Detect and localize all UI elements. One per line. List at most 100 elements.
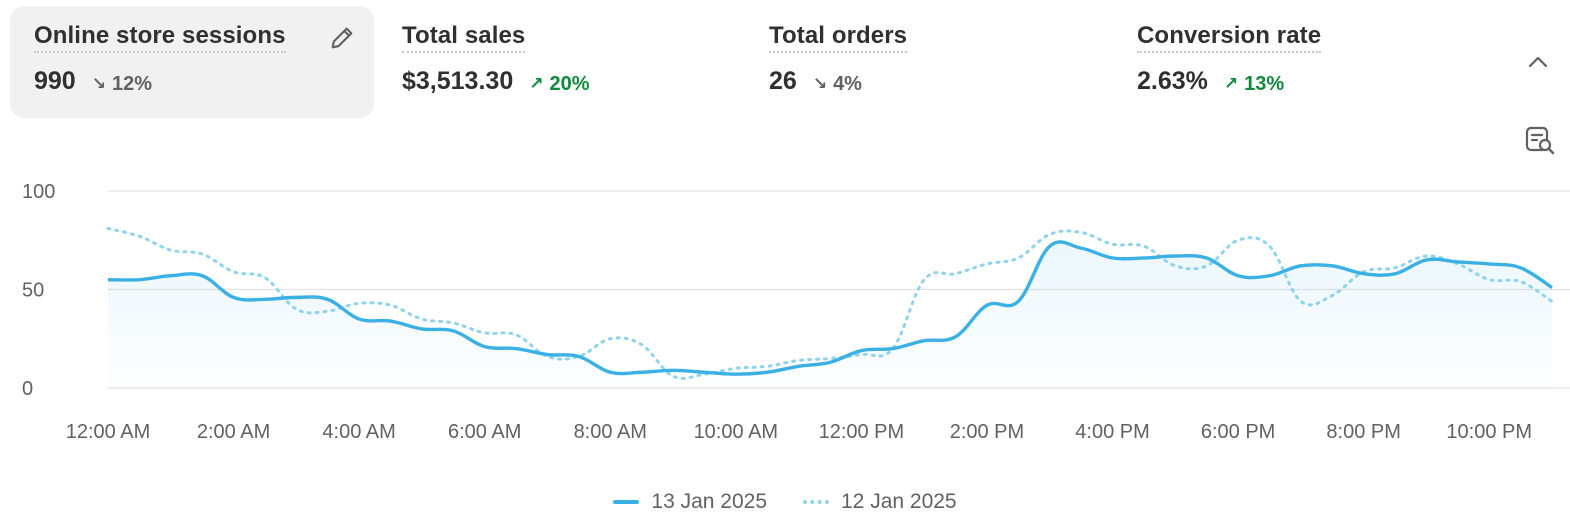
point-13-jan-2025[interactable] [1013,296,1023,306]
point-13-jan-2025[interactable] [605,367,615,377]
metric-card-conversion-rate[interactable]: Conversion rate 2.63% ↗ 13% [1113,6,1477,118]
point-12-jan-2025[interactable] [197,249,207,259]
legend-item-current[interactable]: 13 Jan 2025 [613,490,767,514]
point-12-jan-2025[interactable] [1484,275,1494,285]
point-12-jan-2025[interactable] [1390,263,1400,273]
point-13-jan-2025[interactable] [919,336,929,346]
point-12-jan-2025[interactable] [1421,251,1431,261]
point-13-jan-2025[interactable] [166,271,176,281]
point-13-jan-2025[interactable] [951,332,961,342]
point-12-jan-2025[interactable] [888,344,898,354]
point-13-jan-2025[interactable] [1076,243,1086,253]
point-13-jan-2025[interactable] [1233,271,1243,281]
point-13-jan-2025[interactable] [1327,261,1337,271]
point-12-jan-2025[interactable] [417,314,427,324]
point-12-jan-2025[interactable] [1264,241,1274,251]
metric-delta: ↗ 20% [529,73,589,96]
point-13-jan-2025[interactable] [480,342,490,352]
point-12-jan-2025[interactable] [291,304,301,314]
point-12-jan-2025[interactable] [1139,241,1149,251]
metric-card-total-orders[interactable]: Total orders 26 ↘ 4% [745,6,1109,118]
sessions-chart: 0 50 100 12:00 AM 2:00 AM 4:00 AM 6:00 AM 8:00… [22,181,1570,443]
point-12-jan-2025[interactable] [542,351,552,361]
x-tick-label: 10:00 PM [1446,421,1532,443]
point-12-jan-2025[interactable] [1516,277,1526,287]
point-12-jan-2025[interactable] [762,361,772,371]
point-12-jan-2025[interactable] [354,298,364,308]
explore-data-icon[interactable] [1524,124,1556,156]
point-13-jan-2025[interactable] [1516,263,1526,273]
point-12-jan-2025[interactable] [1327,290,1337,300]
point-12-jan-2025[interactable] [825,353,835,363]
point-12-jan-2025[interactable] [323,306,333,316]
point-12-jan-2025[interactable] [1547,296,1557,306]
point-13-jan-2025[interactable] [1484,259,1494,269]
arrow-up-right-icon: ↗ [1223,74,1239,93]
series-line-13-jan-2025[interactable] [107,240,1553,376]
point-12-jan-2025[interactable] [574,351,584,361]
point-13-jan-2025[interactable] [260,294,270,304]
point-12-jan-2025[interactable] [229,267,239,277]
point-13-jan-2025[interactable] [637,367,647,377]
point-13-jan-2025[interactable] [103,275,113,285]
point-12-jan-2025[interactable] [1202,261,1212,271]
point-12-jan-2025[interactable] [1359,267,1369,277]
point-12-jan-2025[interactable] [480,328,490,338]
point-13-jan-2025[interactable] [982,300,992,310]
point-12-jan-2025[interactable] [134,231,144,241]
point-13-jan-2025[interactable] [511,344,521,354]
metric-label[interactable]: Total sales [402,22,526,53]
point-13-jan-2025[interactable] [1547,283,1557,293]
point-12-jan-2025[interactable] [982,259,992,269]
point-12-jan-2025[interactable] [260,273,270,283]
point-12-jan-2025[interactable] [856,350,866,360]
point-13-jan-2025[interactable] [1045,241,1055,251]
series-line-12-jan-2025[interactable] [106,226,1554,380]
point-13-jan-2025[interactable] [197,271,207,281]
metric-label[interactable]: Online store sessions [34,22,286,53]
point-13-jan-2025[interactable] [1296,261,1306,271]
point-12-jan-2025[interactable] [794,355,804,365]
point-12-jan-2025[interactable] [1108,239,1118,249]
point-13-jan-2025[interactable] [386,316,396,326]
point-13-jan-2025[interactable] [417,324,427,334]
metric-label[interactable]: Conversion rate [1137,22,1322,53]
point-13-jan-2025[interactable] [1170,251,1180,261]
x-tick-label: 4:00 AM [322,421,395,443]
point-12-jan-2025[interactable] [1233,235,1243,245]
point-13-jan-2025[interactable] [1264,271,1274,281]
point-13-jan-2025[interactable] [229,292,239,302]
point-12-jan-2025[interactable] [1045,229,1055,239]
point-12-jan-2025[interactable] [448,318,458,328]
point-12-jan-2025[interactable] [103,223,113,233]
point-12-jan-2025[interactable] [637,340,647,350]
metric-label[interactable]: Total orders [769,22,908,53]
metric-delta-value: 12% [111,72,152,95]
point-12-jan-2025[interactable] [1453,259,1463,269]
point-13-jan-2025[interactable] [1139,253,1149,263]
point-12-jan-2025[interactable] [166,245,176,255]
point-12-jan-2025[interactable] [605,334,615,344]
chevron-up-icon[interactable] [1524,50,1552,74]
point-13-jan-2025[interactable] [354,314,364,324]
point-13-jan-2025[interactable] [1108,253,1118,263]
point-12-jan-2025[interactable] [1170,261,1180,271]
point-12-jan-2025[interactable] [731,363,741,373]
metric-card-sessions[interactable]: Online store sessions 990 ↘ 12% [10,6,374,118]
point-12-jan-2025[interactable] [1296,296,1306,306]
point-12-jan-2025[interactable] [699,369,709,379]
point-12-jan-2025[interactable] [951,269,961,279]
point-12-jan-2025[interactable] [919,275,929,285]
point-12-jan-2025[interactable] [1076,227,1086,237]
point-13-jan-2025[interactable] [291,292,301,302]
x-tick-label: 10:00 AM [694,421,779,443]
pencil-icon[interactable] [328,24,356,52]
legend-item-previous[interactable]: 12 Jan 2025 [803,490,957,514]
point-13-jan-2025[interactable] [134,275,144,285]
metric-card-total-sales[interactable]: Total sales $3,513.30 ↗ 20% [378,6,742,118]
point-12-jan-2025[interactable] [386,300,396,310]
point-13-jan-2025[interactable] [323,294,333,304]
point-12-jan-2025[interactable] [511,330,521,340]
point-12-jan-2025[interactable] [668,371,678,381]
point-12-jan-2025[interactable] [1013,253,1023,263]
